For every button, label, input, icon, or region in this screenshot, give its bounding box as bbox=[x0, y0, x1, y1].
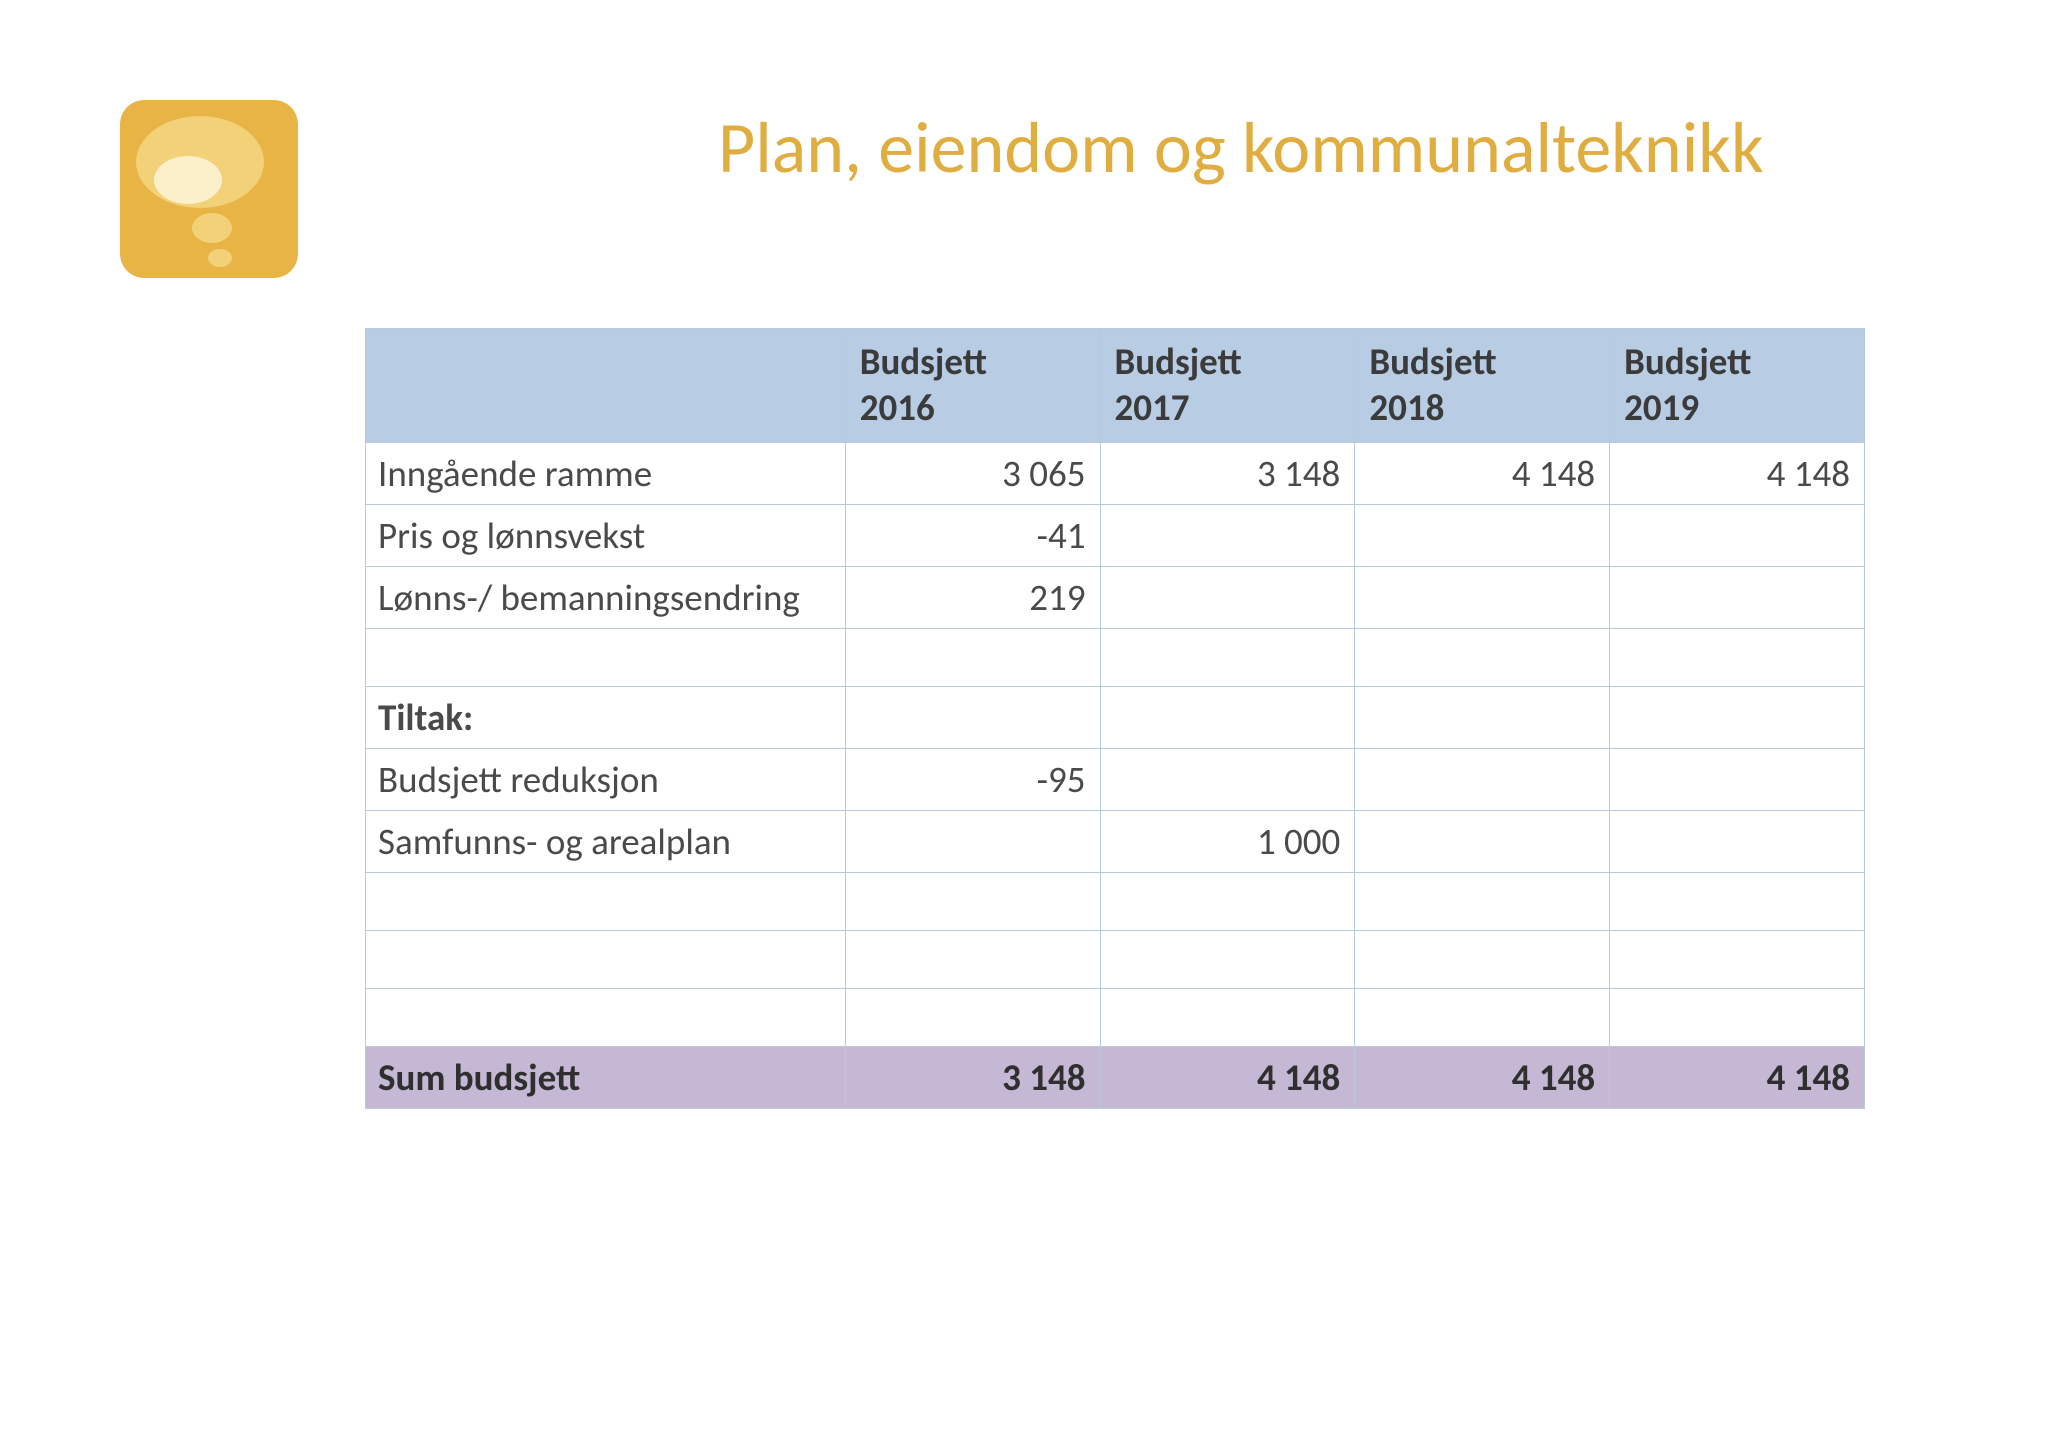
row-value: 219 bbox=[845, 566, 1100, 628]
row-value bbox=[1100, 504, 1355, 566]
col-header-2018: Budsjett2018 bbox=[1355, 329, 1610, 443]
row-value bbox=[1100, 566, 1355, 628]
table-row: Inngående ramme3 0653 1484 1484 148 bbox=[366, 442, 1865, 504]
page-header: Plan, eiendom og kommunalteknikk bbox=[120, 100, 1928, 278]
row-value bbox=[845, 810, 1100, 872]
row-value bbox=[1610, 566, 1865, 628]
row-value bbox=[1610, 686, 1865, 748]
row-label: Budsjett reduksjon bbox=[366, 748, 846, 810]
row-value bbox=[1610, 810, 1865, 872]
thought-bubble-icon bbox=[120, 100, 298, 278]
row-value bbox=[1355, 566, 1610, 628]
row-value: 4 148 bbox=[1610, 442, 1865, 504]
row-label: Samfunns- og arealplan bbox=[366, 810, 846, 872]
table-row bbox=[366, 628, 1865, 686]
row-label: Pris og lønnsvekst bbox=[366, 504, 846, 566]
table-row bbox=[366, 872, 1865, 930]
sum-2017: 4 148 bbox=[1100, 1046, 1355, 1108]
sum-2016: 3 148 bbox=[845, 1046, 1100, 1108]
row-value bbox=[1610, 748, 1865, 810]
row-value bbox=[1100, 748, 1355, 810]
row-value bbox=[845, 686, 1100, 748]
table-row: Samfunns- og arealplan 1 000 bbox=[366, 810, 1865, 872]
row-value bbox=[1610, 504, 1865, 566]
sum-2019: 4 148 bbox=[1610, 1046, 1865, 1108]
row-value bbox=[1100, 988, 1355, 1046]
row-value bbox=[1100, 930, 1355, 988]
table-row bbox=[366, 988, 1865, 1046]
row-label: Tiltak: bbox=[366, 686, 846, 748]
row-value bbox=[1100, 686, 1355, 748]
row-value bbox=[845, 930, 1100, 988]
row-value: 1 000 bbox=[1100, 810, 1355, 872]
row-value bbox=[1610, 628, 1865, 686]
table-row: Pris og lønnsvekst-41 bbox=[366, 504, 1865, 566]
row-label: Inngående ramme bbox=[366, 442, 846, 504]
budget-table: Budsjett2016 Budsjett2017 Budsjett2018 B… bbox=[365, 328, 1865, 1109]
row-value bbox=[1355, 628, 1610, 686]
row-label bbox=[366, 628, 846, 686]
budget-table-container: Budsjett2016 Budsjett2017 Budsjett2018 B… bbox=[365, 328, 1928, 1109]
sum-label: Sum budsjett bbox=[366, 1046, 846, 1108]
row-value bbox=[1355, 988, 1610, 1046]
col-header-2019: Budsjett2019 bbox=[1610, 329, 1865, 443]
table-row: Budsjett reduksjon-95 bbox=[366, 748, 1865, 810]
table-row: Tiltak: bbox=[366, 686, 1865, 748]
row-value: 3 148 bbox=[1100, 442, 1355, 504]
row-value bbox=[1610, 988, 1865, 1046]
table-row bbox=[366, 930, 1865, 988]
row-value bbox=[1355, 810, 1610, 872]
table-header-row: Budsjett2016 Budsjett2017 Budsjett2018 B… bbox=[366, 329, 1865, 443]
row-value bbox=[1100, 872, 1355, 930]
row-value bbox=[1355, 504, 1610, 566]
sum-2018: 4 148 bbox=[1355, 1046, 1610, 1108]
table-row: Lønns-/ bemanningsendring219 bbox=[366, 566, 1865, 628]
row-value bbox=[1355, 686, 1610, 748]
page-title: Plan, eiendom og kommunalteknikk bbox=[718, 105, 1764, 191]
table-body: Inngående ramme3 0653 1484 1484 148Pris … bbox=[366, 442, 1865, 1046]
row-value: 4 148 bbox=[1355, 442, 1610, 504]
row-value bbox=[1355, 748, 1610, 810]
row-label: Lønns-/ bemanningsendring bbox=[366, 566, 846, 628]
row-value bbox=[1610, 872, 1865, 930]
row-value bbox=[845, 872, 1100, 930]
row-value bbox=[1355, 872, 1610, 930]
row-value bbox=[845, 628, 1100, 686]
row-label bbox=[366, 930, 846, 988]
col-header-2016: Budsjett2016 bbox=[845, 329, 1100, 443]
row-value bbox=[1610, 930, 1865, 988]
row-value: -41 bbox=[845, 504, 1100, 566]
row-value: 3 065 bbox=[845, 442, 1100, 504]
row-value bbox=[1100, 628, 1355, 686]
row-value bbox=[845, 988, 1100, 1046]
table-sum-row: Sum budsjett 3 148 4 148 4 148 4 148 bbox=[366, 1046, 1865, 1108]
row-value: -95 bbox=[845, 748, 1100, 810]
row-label bbox=[366, 872, 846, 930]
col-header-2017: Budsjett2017 bbox=[1100, 329, 1355, 443]
row-value bbox=[1355, 930, 1610, 988]
col-header-label bbox=[366, 329, 846, 443]
row-label bbox=[366, 988, 846, 1046]
